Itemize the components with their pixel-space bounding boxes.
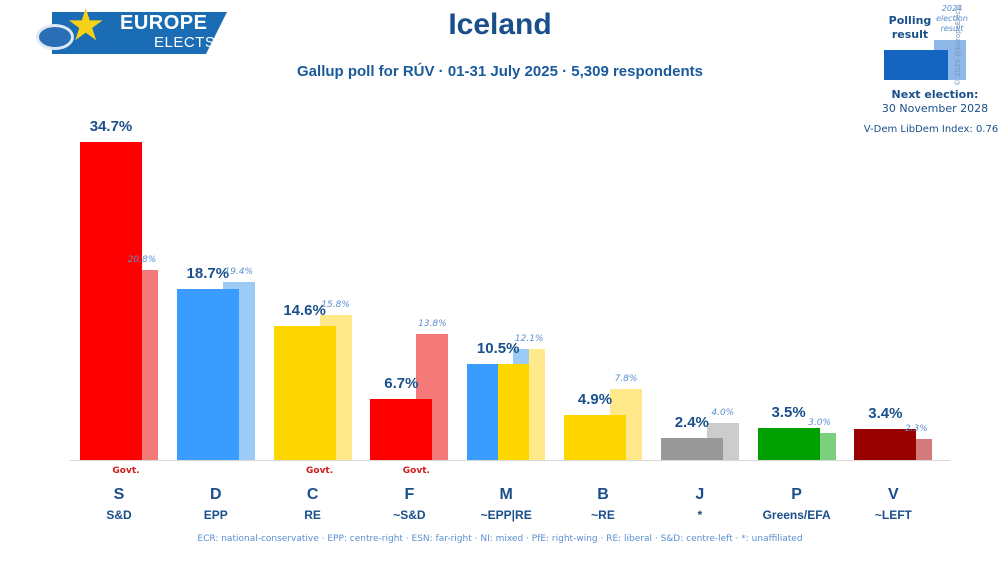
govt-label: Govt. xyxy=(402,466,430,476)
next-election-date: 30 November 2028 xyxy=(881,102,989,115)
vdem-index: V-Dem LibDem Index: 0.76 xyxy=(863,124,999,135)
party-abbr-label: C xyxy=(306,486,319,503)
party-abbr-label: B xyxy=(597,486,609,503)
poll-value-label: 3.4% xyxy=(868,404,903,422)
party-group-label: * xyxy=(697,508,703,522)
poll-bar-v xyxy=(854,428,917,460)
party-group-label: ~S&D xyxy=(393,508,426,522)
poll-bar-p xyxy=(757,427,820,460)
poll-bar-d xyxy=(176,288,239,460)
poll-bar-s xyxy=(80,142,142,460)
govt-label: Govt. xyxy=(112,466,140,476)
party-abbr-label: V xyxy=(888,486,899,503)
party-group-label: Greens/EFA xyxy=(762,508,831,522)
election-value-label: 2.3% xyxy=(904,423,928,434)
party-group-label: ~RE xyxy=(591,508,615,522)
star-icon: ★ xyxy=(66,0,106,51)
poll-bar-f xyxy=(370,398,433,460)
poll-subtitle: Gallup poll for RÚV · 01-31 July 2025 · … xyxy=(297,63,703,80)
poll-bar-m xyxy=(467,363,530,460)
copyright: © 2025 @EuropeElects xyxy=(954,4,962,86)
poll-bar-c xyxy=(273,326,336,460)
legend-poll-label: Polling result xyxy=(888,14,932,41)
party-group-label: ~LEFT xyxy=(874,508,912,522)
logo-text-line2: ELECTS xyxy=(154,34,216,51)
party-group-label: RE xyxy=(304,508,321,522)
europe-elects-logo: ★ EUROPE ELECTS xyxy=(30,4,230,56)
poll-bar-b xyxy=(564,415,626,460)
govt-label: Govt. xyxy=(306,466,334,476)
chart-baseline xyxy=(70,460,950,461)
poll-bar-j xyxy=(660,438,723,460)
globe-icon xyxy=(36,24,74,50)
party-abbr-label: M xyxy=(499,486,513,503)
legend: Polling result 2024 election result xyxy=(880,4,995,84)
election-value-label: 12.1% xyxy=(514,334,544,345)
party-abbr-label: D xyxy=(210,486,222,503)
poll-value-label: 4.9% xyxy=(577,391,613,409)
poll-value-label: 14.6% xyxy=(283,302,326,320)
party-abbr-label: F xyxy=(404,486,415,503)
election-value-label: 19.4% xyxy=(224,267,254,278)
legend-election-label: 2024 election result xyxy=(936,4,968,33)
election-value-label: 3.0% xyxy=(808,417,832,428)
page-title: Iceland xyxy=(448,8,552,41)
party-group-label: ~EPP|RE xyxy=(480,508,532,522)
party-abbr-label: S xyxy=(113,486,125,503)
poll-value-label: 10.5% xyxy=(476,339,520,357)
party-abbr-label: J xyxy=(695,486,705,503)
legend-poll-swatch xyxy=(884,50,948,80)
party-group-label: S&D xyxy=(106,508,132,522)
poll-value-label: 2.4% xyxy=(674,414,709,432)
poll-value-label: 6.7% xyxy=(384,374,419,392)
party-group-label: EPP xyxy=(203,508,228,522)
next-election-title: Next election: xyxy=(891,88,979,101)
poll-value-label: 18.7% xyxy=(186,264,230,282)
logo-band xyxy=(52,12,227,54)
poll-value-label: 34.7% xyxy=(89,118,133,136)
election-value-label: 7.8% xyxy=(614,373,638,384)
election-value-label: 13.8% xyxy=(418,318,447,329)
poll-value-label: 3.5% xyxy=(771,403,806,421)
footer-legend: ECR: national-conservative · EPP: centre… xyxy=(197,534,803,544)
election-value-label: 4.0% xyxy=(711,408,735,419)
election-value-label: 20.8% xyxy=(127,254,157,265)
election-value-label: 15.8% xyxy=(321,300,350,311)
logo-text-line1: EUROPE xyxy=(120,12,208,34)
party-abbr-label: P xyxy=(791,486,802,503)
